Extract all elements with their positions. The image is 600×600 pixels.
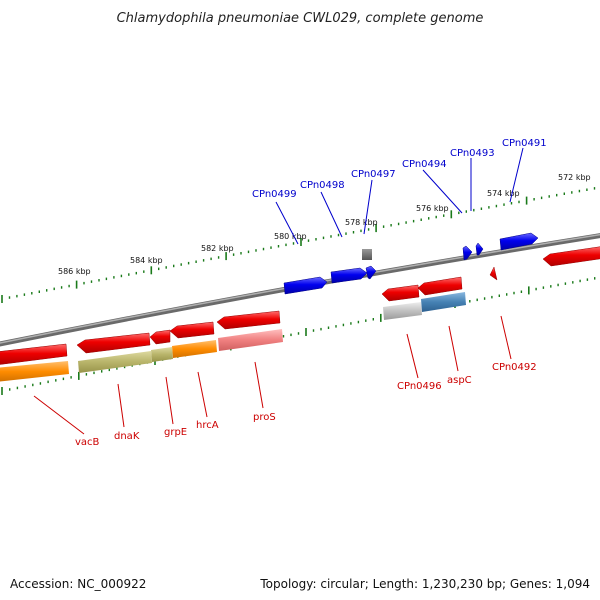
- leader-line: [448, 325, 459, 372]
- forward-gene-labels: CPn0499 CPn0498 CPn0497 CPn0494 CPn0493 …: [252, 138, 547, 245]
- gene-CPn0497-arrow[interactable]: [365, 265, 377, 280]
- leader-line: [363, 179, 373, 235]
- scale-label: 584 kbp: [130, 256, 163, 265]
- gene-grpE[interactable]: [149, 329, 171, 345]
- gene-hrcA[interactable]: [169, 321, 215, 339]
- gene-reverse-right[interactable]: [542, 246, 600, 267]
- cog-vacB: [0, 361, 69, 382]
- reverse-gene-labels: vacB dnaK grpE hrcA proS CPn0496 aspC CP…: [33, 315, 537, 448]
- gene-CPn0491[interactable]: [499, 232, 539, 251]
- scale-label: 574 kbp: [487, 189, 520, 198]
- gene-label-CPn0494[interactable]: CPn0494: [402, 159, 447, 170]
- cog-proS: [218, 329, 283, 351]
- gene-CPn0496[interactable]: [381, 284, 420, 302]
- gene-CPn0499[interactable]: [283, 276, 328, 295]
- gene-label-proS[interactable]: proS: [253, 412, 276, 423]
- gene-label-CPn0496[interactable]: CPn0496: [397, 381, 442, 392]
- leader-line: [406, 333, 419, 379]
- gene-label-hrcA[interactable]: hrcA: [196, 420, 219, 431]
- gene-label-aspC[interactable]: aspC: [447, 375, 472, 386]
- gene-label-CPn0499[interactable]: CPn0499: [252, 189, 297, 200]
- gene-aspC[interactable]: [417, 276, 463, 296]
- leader-line: [500, 315, 512, 360]
- scale-label: 578 kbp: [345, 218, 378, 227]
- leader-line: [422, 169, 463, 214]
- gene-label-grpE[interactable]: grpE: [164, 427, 187, 438]
- gene-label-CPn0498[interactable]: CPn0498: [300, 180, 345, 191]
- leader-line: [254, 361, 264, 409]
- outer-tick-ring: [1, 187, 596, 303]
- gene-CPn0494[interactable]: [462, 245, 473, 261]
- cog-dnaK: [78, 351, 152, 373]
- leader-line: [320, 191, 343, 238]
- gene-label-CPn0491[interactable]: CPn0491: [502, 138, 547, 149]
- gene-label-CPn0493[interactable]: CPn0493: [450, 148, 495, 159]
- cog-aspC: [421, 292, 466, 312]
- leader-line: [117, 383, 125, 428]
- gene-label-CPn0492[interactable]: CPn0492: [492, 362, 537, 373]
- accession-text: Accession: NC_000922: [10, 577, 147, 591]
- leader-line: [275, 201, 299, 245]
- leader-line: [33, 395, 85, 435]
- forward-genes: [283, 232, 539, 295]
- gene-dnaK[interactable]: [76, 332, 151, 354]
- scale-label: 580 kbp: [274, 232, 307, 241]
- cog-CPn0496: [383, 302, 422, 320]
- scale-label: 582 kbp: [201, 244, 234, 253]
- gene-CPn0498[interactable]: [330, 267, 368, 284]
- gene-vacB[interactable]: [0, 343, 68, 365]
- gene-label-dnaK[interactable]: dnaK: [114, 431, 140, 442]
- cog-boxes: [0, 292, 466, 382]
- genome-summary-text: Topology: circular; Length: 1,230,230 bp…: [260, 577, 590, 591]
- leader-line: [509, 147, 524, 203]
- cog-grpE: [151, 347, 173, 362]
- scale-labels: 586 kbp 584 kbp 582 kbp 580 kbp 578 kbp …: [58, 173, 591, 276]
- gene-label-vacB[interactable]: vacB: [75, 437, 100, 448]
- scale-label: 572 kbp: [558, 173, 591, 182]
- leader-line: [197, 371, 208, 418]
- map-title: Chlamydophila pneumoniae CWL029, complet…: [117, 11, 484, 26]
- leader-line: [165, 376, 174, 425]
- reverse-genes: [0, 246, 600, 365]
- gene-CPn0497[interactable]: [362, 249, 372, 260]
- scale-label: 586 kbp: [58, 267, 91, 276]
- gene-CPn0492[interactable]: [489, 266, 498, 281]
- gene-CPn0493[interactable]: [475, 242, 484, 256]
- cog-hrcA: [172, 340, 217, 358]
- gene-label-CPn0497[interactable]: CPn0497: [351, 169, 396, 180]
- gene-proS[interactable]: [216, 310, 281, 330]
- scale-label: 576 kbp: [416, 204, 449, 213]
